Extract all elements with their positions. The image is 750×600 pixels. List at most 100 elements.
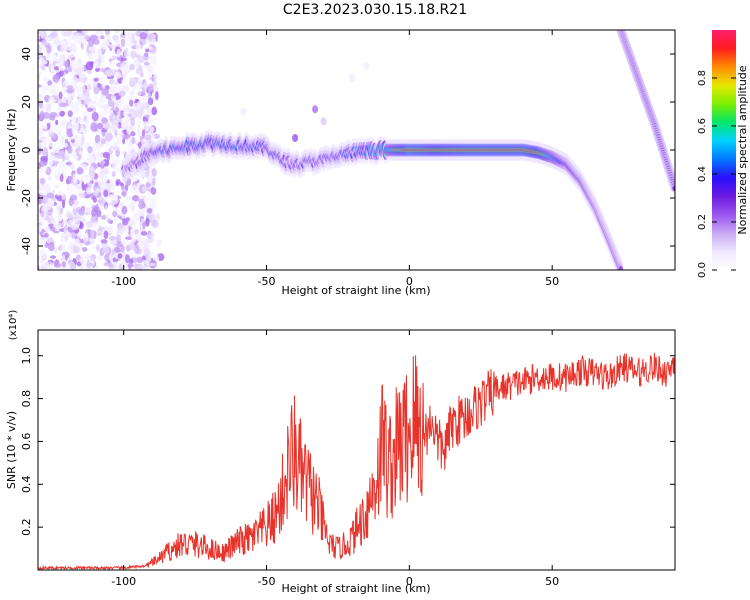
heatmap-cell	[127, 31, 132, 40]
heatmap-cell	[129, 258, 134, 264]
heatmap-cell	[140, 231, 148, 236]
heatmap-cell	[80, 257, 88, 267]
y-tick-label: 0.6	[20, 433, 33, 451]
heatmap-cell	[105, 143, 110, 153]
heatmap-cell	[75, 200, 80, 205]
heatmap-cell	[97, 56, 102, 66]
heatmap-cell	[138, 200, 142, 209]
heatmap-cell	[44, 183, 49, 189]
heatmap-cell	[147, 97, 154, 106]
heatmap-cell	[39, 111, 45, 121]
heatmap-cell	[145, 48, 150, 53]
heatmap-cell	[111, 119, 119, 128]
heatmap-cell	[97, 255, 104, 261]
heatmap-cell	[39, 56, 45, 67]
heatmap-cell	[134, 137, 139, 145]
speck	[292, 134, 299, 142]
heatmap-cell	[33, 205, 37, 213]
y-tick-label: 20	[20, 95, 33, 109]
heatmap-cell	[109, 83, 118, 90]
heatmap-cell	[136, 256, 143, 264]
heatmap-cell	[118, 90, 126, 97]
heatmap-cell	[151, 106, 157, 116]
heatmap-cell	[137, 83, 143, 90]
heatmap-cell	[150, 48, 157, 55]
heatmap-cell	[54, 66, 60, 71]
heatmap-cell	[125, 229, 129, 236]
heatmap-cell	[46, 44, 52, 54]
heatmap-cell	[50, 151, 55, 157]
branch-core	[672, 185, 675, 191]
colorbar-tick-label: 0.0	[697, 262, 708, 278]
heatmap-cell	[85, 186, 92, 195]
heatmap-cell	[77, 77, 86, 83]
heatmap-cell	[112, 210, 118, 218]
heatmap-cell	[56, 154, 63, 160]
heatmap-cell	[150, 116, 157, 121]
heatmap-cell	[48, 133, 53, 138]
heatmap-cell	[131, 177, 139, 182]
heatmap-cell	[78, 208, 85, 216]
y-tick-label: 0.2	[20, 518, 33, 536]
heatmap-cell	[104, 204, 108, 210]
heatmap-cell	[104, 30, 110, 36]
heatmap-cell	[92, 39, 100, 45]
heatmap-cell	[139, 173, 145, 178]
heatmap-cell	[81, 32, 86, 37]
heatmap-cell	[43, 60, 48, 65]
heatmap-cell	[113, 247, 121, 253]
heatmap-cell	[74, 155, 79, 161]
heatmap-cell	[77, 166, 82, 172]
colorbar-tick-label: 0.8	[697, 70, 708, 86]
heatmap-cell	[130, 93, 136, 101]
heatmap-cell	[72, 207, 78, 216]
chart-title: C2E3.2023.030.15.18.R21	[282, 2, 468, 18]
heatmap-cell	[92, 245, 96, 250]
heatmap-cell	[141, 186, 148, 193]
colorbar-ticks: 0.0 0.2 0.4 0.6 0.8	[697, 70, 736, 278]
heatmap-cell	[96, 230, 104, 236]
heatmap-cell	[113, 261, 118, 268]
heatmap-cell	[81, 200, 88, 206]
heatmap-cell	[136, 90, 142, 96]
heatmap-cell	[75, 78, 79, 83]
heatmap-cell	[120, 33, 126, 38]
heatmap-cell	[38, 254, 41, 263]
y-tick-label: -40	[20, 237, 33, 255]
heatmap-cell	[143, 134, 152, 140]
heatmap-cell	[110, 241, 118, 246]
heatmap-cell	[122, 111, 128, 117]
heatmap-cell	[65, 212, 73, 219]
heatmap-cell	[120, 38, 126, 47]
heatmap-cell	[45, 54, 51, 59]
heatmap-cell	[40, 155, 48, 161]
y-tick-label: 0.8	[20, 390, 33, 408]
heatmap-cell	[145, 123, 149, 132]
heatmap-cell	[100, 35, 105, 40]
heatmap-cell	[111, 249, 116, 256]
heatmap-cell	[135, 109, 143, 118]
heatmap-cell	[59, 102, 67, 108]
snr-xlabel: Height of straight line (km)	[281, 582, 430, 595]
heatmap-cell	[120, 202, 124, 208]
heatmap-cell	[70, 60, 77, 70]
heatmap-cell	[126, 59, 130, 69]
heatmap-cell	[108, 254, 113, 262]
heatmap-cell	[71, 117, 77, 124]
heatmap-cell	[47, 216, 56, 224]
heatmap-cell	[116, 230, 120, 236]
heatmap-cell	[81, 164, 88, 171]
heatmap-cell	[95, 209, 102, 218]
heatmap-cell	[67, 145, 73, 154]
heatmap-cell	[38, 71, 42, 76]
heatmap-cell	[149, 76, 155, 81]
heatmap-cell	[40, 261, 48, 268]
speck	[363, 62, 370, 70]
heatmap-cell	[51, 142, 58, 148]
heatmap-cell	[38, 227, 40, 236]
heatmap-cell	[103, 230, 109, 240]
heatmap-cell	[89, 237, 94, 246]
spectrogram-heatmap	[33, 30, 675, 270]
heatmap-cell	[67, 110, 73, 117]
heatmap-cell	[48, 96, 55, 106]
